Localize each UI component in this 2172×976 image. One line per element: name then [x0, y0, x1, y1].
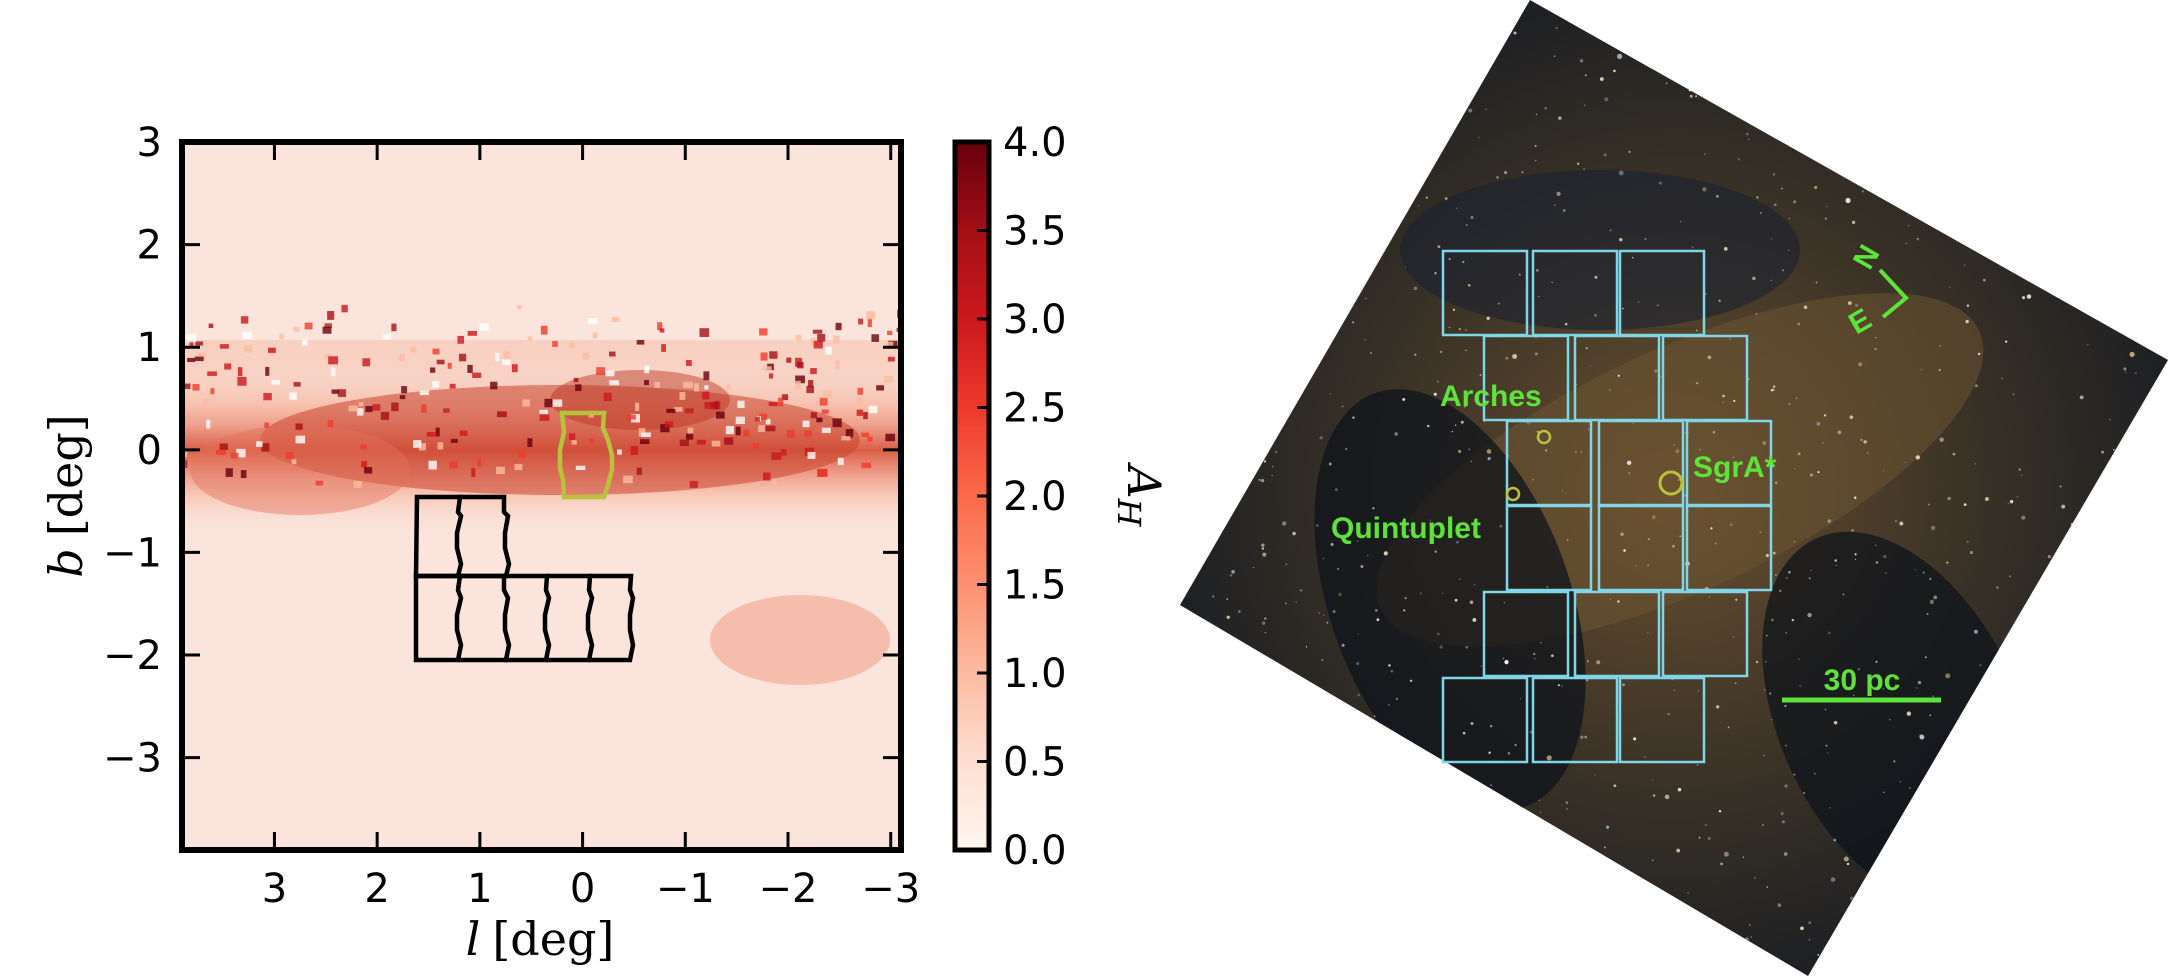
colorbar-tick-label: 1.5 — [1003, 563, 1067, 609]
colorbar-tick-label: 0.5 — [1003, 740, 1067, 786]
arches-marker — [1536, 429, 1552, 445]
sky-image-panel: Arches Quintuplet SgrA* 30 pc N E — [1180, 0, 2168, 976]
x-tick-label: −2 — [759, 866, 818, 912]
colorbar-label: AH — [1110, 461, 1171, 527]
sgra-marker — [1658, 470, 1684, 496]
colorbar: 0.0 0.5 1.0 1.5 2.0 2.5 3.0 3.5 4.0 AH — [952, 120, 1171, 874]
x-tick-label: 1 — [467, 866, 492, 912]
quintuplet-marker — [1505, 486, 1521, 502]
y-axis-label: b[deg] — [39, 414, 93, 577]
x-tick-label: −1 — [656, 866, 715, 912]
colorbar-tick-label: 2.0 — [1003, 474, 1067, 520]
map-frame — [179, 139, 904, 853]
compass — [1878, 268, 1909, 319]
colorbar-ticks: 0.0 0.5 1.0 1.5 2.0 2.5 3.0 3.5 4.0 — [977, 120, 1067, 874]
x-tick-label: −3 — [861, 866, 920, 912]
sgra-label: SgrA* — [1693, 451, 1777, 484]
colorbar-tick-label: 4.0 — [1003, 120, 1067, 166]
y-tick-label: 3 — [137, 120, 162, 166]
y-tick-label: −2 — [103, 633, 162, 679]
extinction-map-image — [182, 142, 901, 850]
x-tick-label: 3 — [262, 866, 287, 912]
observation-fields-grid — [1441, 249, 1773, 764]
extinction-map-panel: 3 2 1 0 −1 −2 −3 3 2 1 0 −1 −2 −3 l [deg] b[deg] — [39, 120, 920, 966]
quintuplet-label: Quintuplet — [1331, 512, 1481, 545]
extinction-speckles — [182, 304, 901, 488]
colorbar-tick-label: 2.5 — [1003, 386, 1067, 432]
y-tick-label: −3 — [103, 736, 162, 782]
arches-label: Arches — [1440, 380, 1542, 413]
y-tick-label: 2 — [137, 223, 162, 269]
scale-bar-label: 30 pc — [1824, 664, 1901, 697]
x-axis-label: l [deg] — [466, 912, 615, 966]
survey-field-outlines — [413, 494, 636, 663]
map-ticks: 3 2 1 0 −1 −2 −3 3 2 1 0 −1 −2 −3 — [103, 120, 920, 912]
y-tick-label: 1 — [137, 325, 162, 371]
x-tick-label: 2 — [364, 866, 389, 912]
colorbar-tick-label: 0.0 — [1003, 828, 1067, 874]
colorbar-tick-label: 3.0 — [1003, 297, 1067, 343]
y-tick-label: 0 — [137, 428, 162, 474]
central-field-outline — [557, 410, 615, 500]
x-tick-label: 0 — [570, 866, 595, 912]
colorbar-tick-label: 3.5 — [1003, 209, 1067, 255]
y-tick-label: −1 — [103, 530, 162, 576]
colorbar-tick-label: 1.0 — [1003, 651, 1067, 697]
